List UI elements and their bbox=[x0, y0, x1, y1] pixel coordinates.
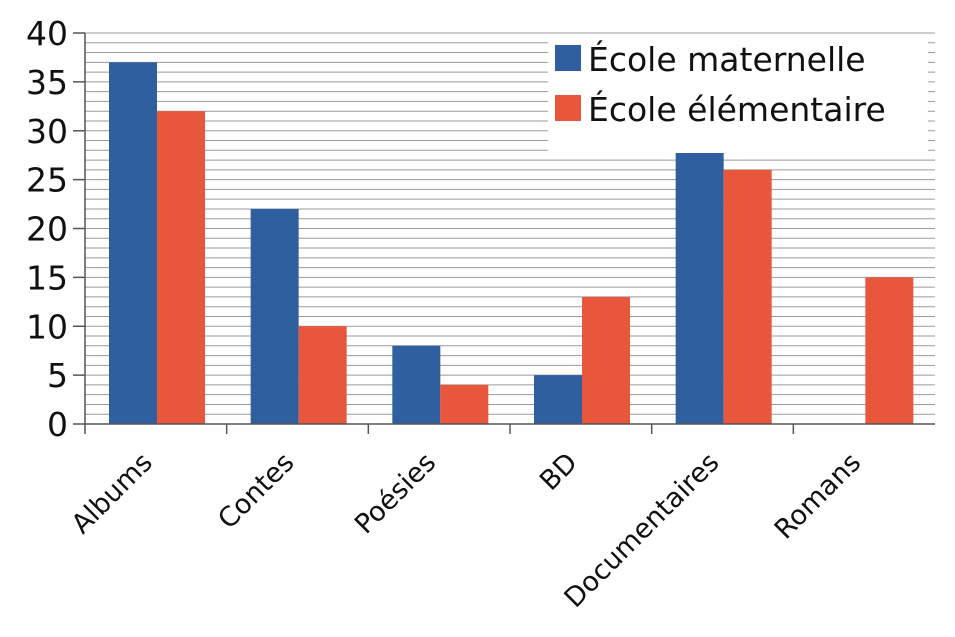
bars bbox=[109, 62, 914, 425]
bar bbox=[534, 375, 582, 424]
y-tick-label: 40 bbox=[26, 14, 68, 53]
y-tick-label: 15 bbox=[26, 258, 68, 297]
x-tick-label: Contes bbox=[212, 447, 300, 535]
y-tick-label: 25 bbox=[26, 161, 68, 200]
y-tick-label: 35 bbox=[26, 63, 68, 102]
legend-swatch bbox=[555, 45, 581, 71]
y-tick-label: 10 bbox=[26, 307, 68, 346]
legend-box bbox=[548, 35, 928, 153]
bar bbox=[392, 345, 441, 424]
y-tick-label: 30 bbox=[26, 112, 68, 151]
axes bbox=[73, 32, 935, 434]
bar bbox=[250, 208, 299, 424]
bar bbox=[582, 296, 630, 424]
legend: École maternelle École élémentaire bbox=[548, 35, 928, 153]
y-tick-labels: 0 5 10 15 20 25 30 35 40 bbox=[26, 14, 68, 444]
bar bbox=[298, 326, 347, 424]
y-tick-label: 20 bbox=[26, 210, 68, 249]
bar bbox=[440, 384, 489, 424]
bar bbox=[675, 150, 724, 425]
x-tick-label: Poésies bbox=[349, 447, 442, 540]
x-tick-label: BD bbox=[534, 447, 584, 497]
legend-label: École maternelle bbox=[588, 39, 866, 79]
y-tick-label: 5 bbox=[47, 356, 68, 395]
x-tick-label: Romans bbox=[769, 447, 867, 545]
bar bbox=[157, 111, 205, 424]
bar bbox=[723, 169, 772, 424]
x-tick-label: Documentaires bbox=[558, 447, 725, 614]
legend-swatch bbox=[555, 95, 581, 121]
x-tick-label: Albums bbox=[66, 447, 159, 540]
bar bbox=[109, 62, 157, 424]
bar bbox=[865, 277, 914, 424]
legend-label: École élémentaire bbox=[588, 89, 886, 129]
y-tick-label: 0 bbox=[47, 405, 68, 444]
